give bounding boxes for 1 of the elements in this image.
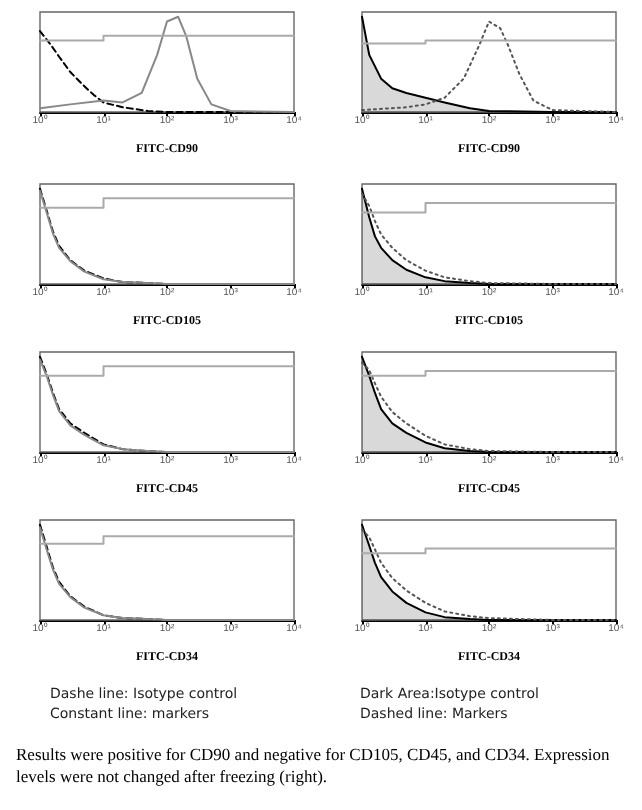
text: Results were positive for CD90 and negative for CD105, CD45, and CD34. Expression levels were not changed after freezing (right). [16,744,612,788]
